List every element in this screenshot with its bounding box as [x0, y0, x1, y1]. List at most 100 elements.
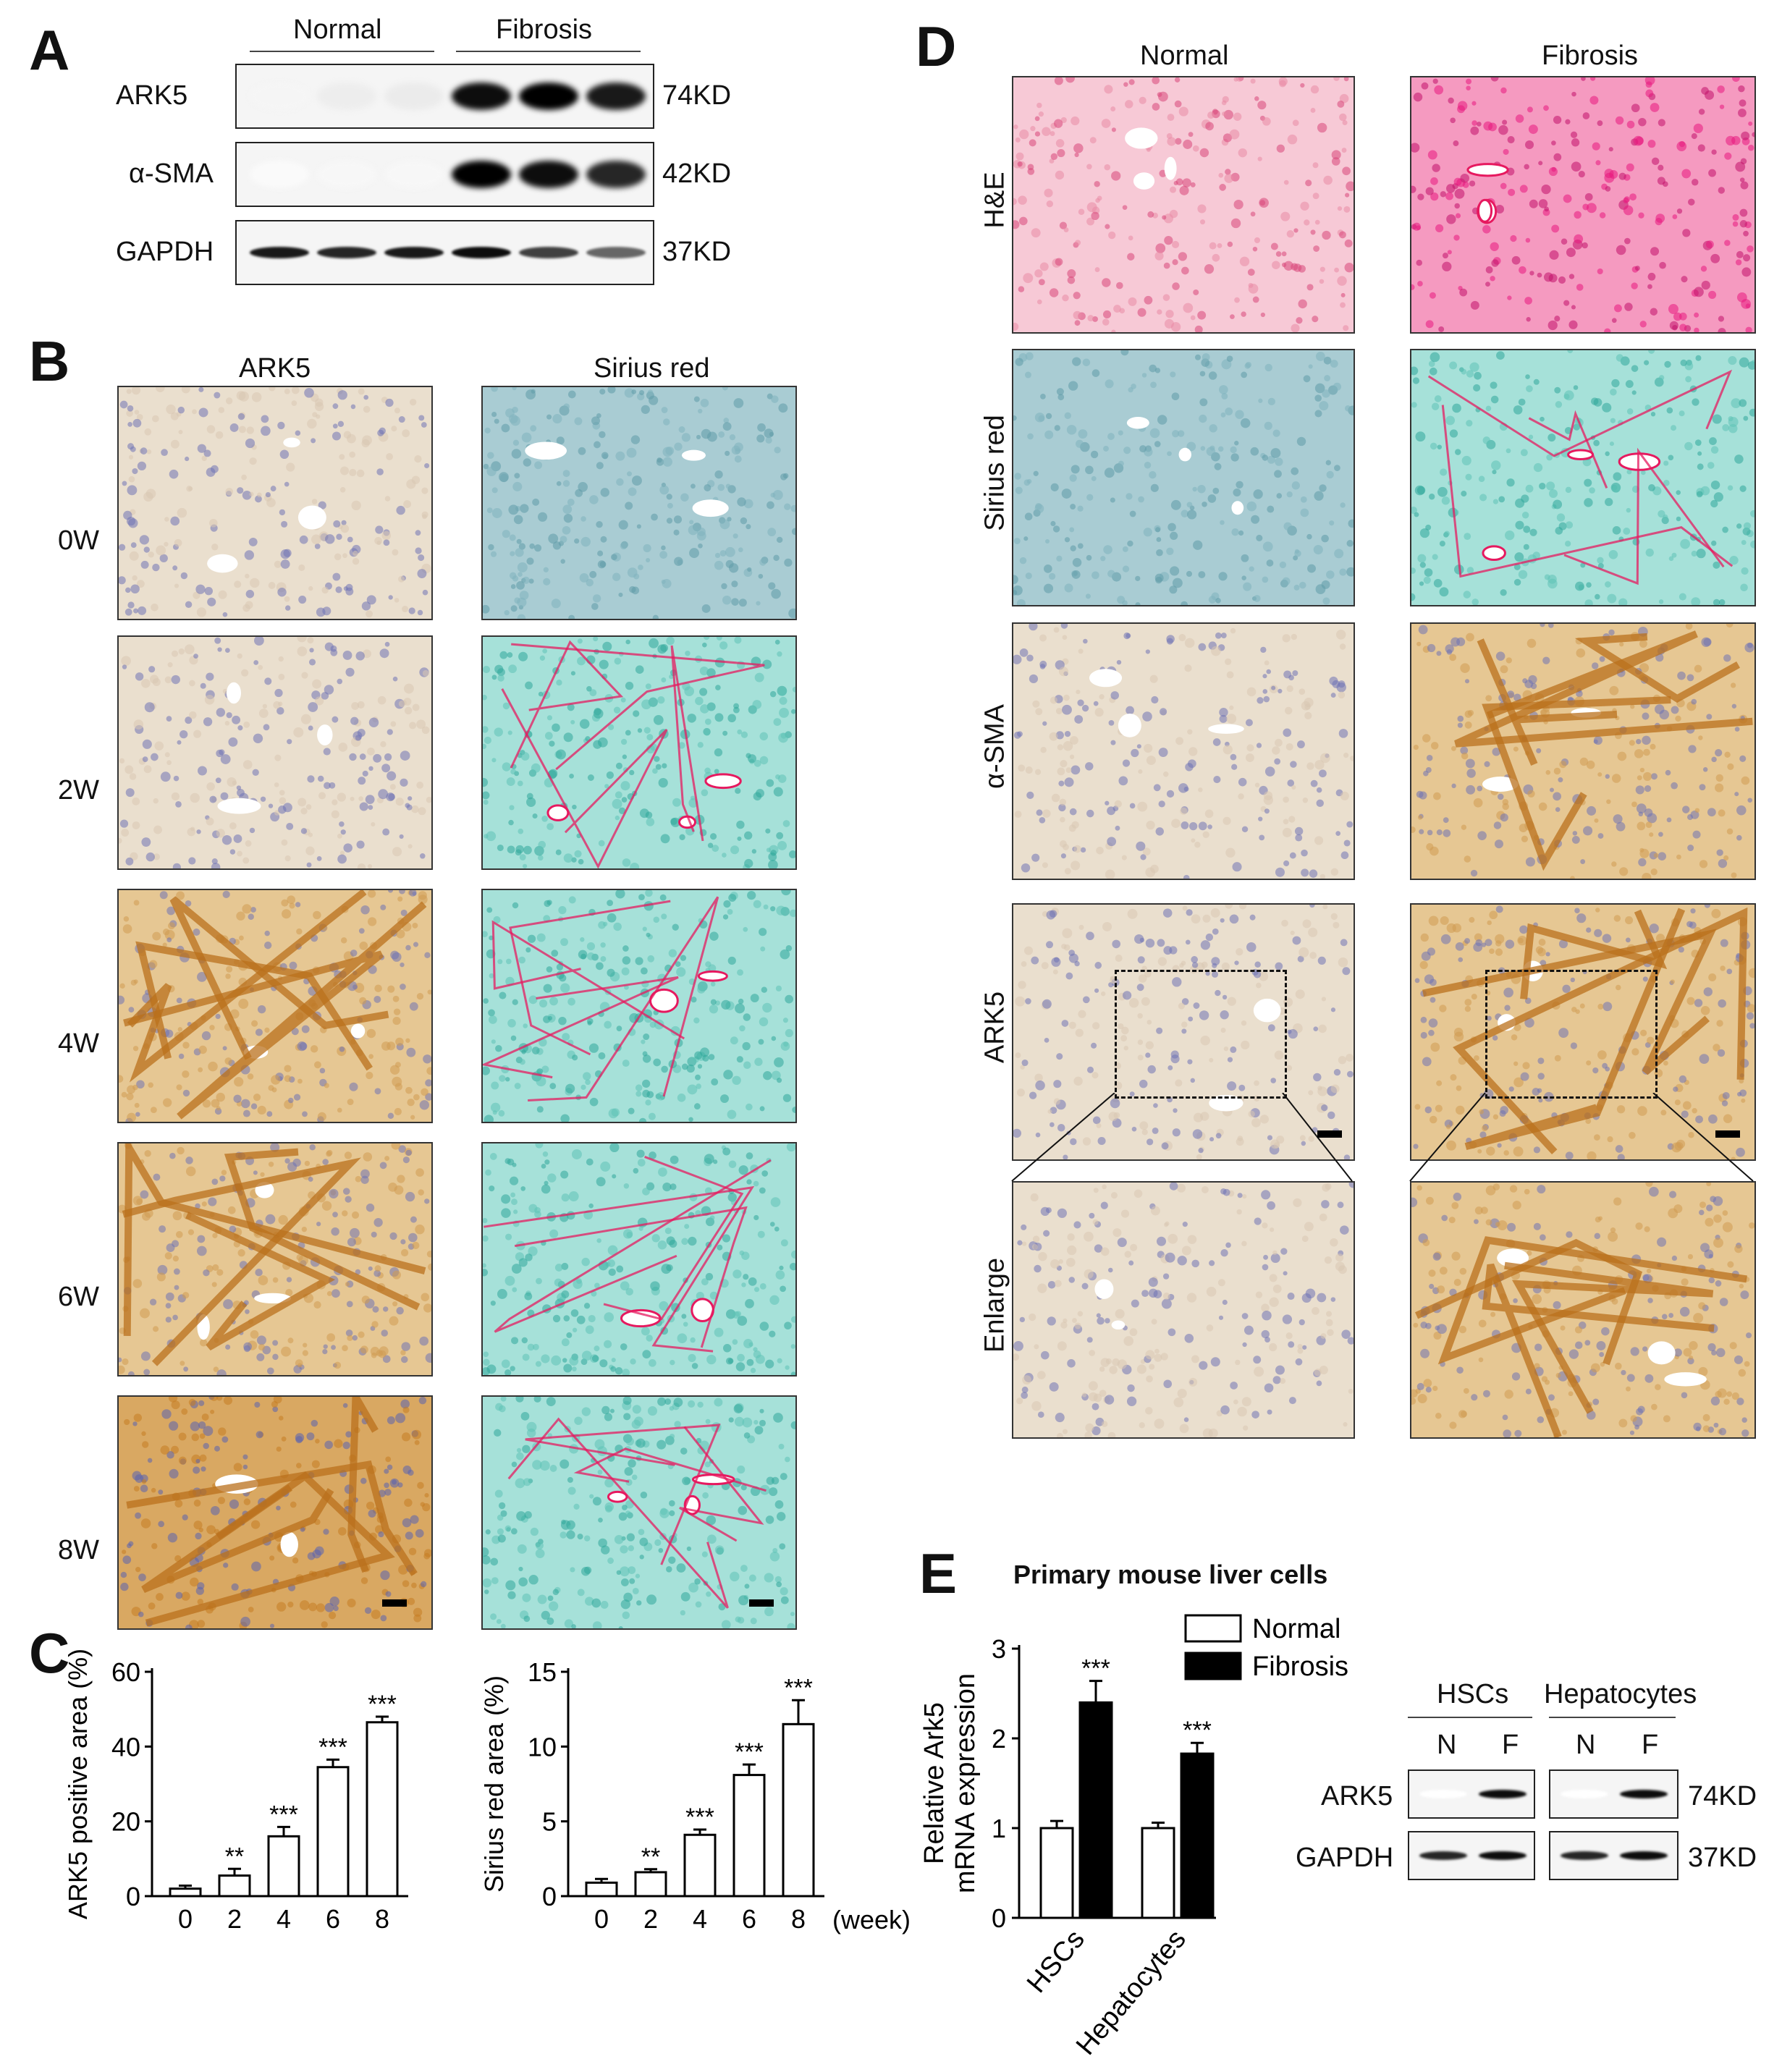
ark5-ihc-image [117, 889, 433, 1123]
panel-label-d: D [916, 14, 957, 78]
normal-image [1012, 622, 1355, 880]
y-tick-label: 0 [992, 1903, 1006, 1933]
blot-band [519, 83, 578, 110]
blot-group-hepatocytes: Hepatocytes [1544, 1679, 1697, 1709]
blot-band [384, 161, 444, 188]
y-axis-label: Sirius red area (%) [479, 1675, 509, 1893]
bar [316, 1766, 350, 1898]
normal-image [1012, 903, 1355, 1161]
blot-row-label: GAPDH [116, 237, 214, 267]
group-line [1549, 1717, 1676, 1718]
significance-label: *** [269, 1801, 298, 1828]
bar-fibrosis [1180, 1752, 1215, 1919]
y-axis-label: ARK5 positive area (%) [65, 1650, 93, 1919]
sirius-red-image [481, 1142, 797, 1377]
blot-row-label: ARK5 [1321, 1781, 1393, 1811]
legend-label-fibrosis: Fibrosis [1252, 1652, 1348, 1682]
stain-label: α-SMA [979, 704, 1010, 789]
bar [585, 1881, 618, 1898]
blot-band [250, 247, 309, 258]
blot-row-label: ARK5 [116, 80, 188, 111]
fibrosis-image [1410, 349, 1756, 606]
blot-strip [235, 220, 654, 285]
panel-label-e: E [919, 1542, 958, 1605]
lane-label: F [1502, 1730, 1519, 1760]
blot-band [1561, 1851, 1608, 1860]
significance-label: *** [1183, 1717, 1212, 1744]
blot-band [384, 247, 444, 258]
stain-label: Sirius red [979, 415, 1010, 531]
x-tick-label: 6 [742, 1904, 756, 1934]
y-axis-label-line2: mRNA expression [950, 1673, 981, 1893]
col-title-sirius: Sirius red [594, 353, 710, 384]
stain-label: ARK5 [979, 991, 1010, 1064]
blot-band [452, 161, 511, 188]
y-tick-label: 20 [111, 1807, 140, 1837]
blot-band [586, 161, 646, 188]
col-title-normal: Normal [1140, 41, 1229, 71]
y-tick-label: 2 [992, 1724, 1006, 1754]
blot-group-hscs: HSCs [1437, 1679, 1509, 1709]
blot-size-label: 74KD [662, 80, 732, 111]
lane-label: N [1437, 1730, 1457, 1760]
bar-normal [1141, 1827, 1175, 1919]
lane-label: F [1642, 1730, 1659, 1760]
x-tick-label: 6 [326, 1904, 340, 1934]
legend-swatch-fibrosis [1184, 1652, 1242, 1680]
y-tick-label: 10 [528, 1732, 557, 1762]
blot-band [317, 247, 376, 258]
ark5-ihc-image [117, 386, 433, 620]
y-axis-label-line1: Relative Ark5 [919, 1702, 950, 1864]
col-title-fibrosis: Fibrosis [1542, 41, 1639, 71]
significance-label: ** [225, 1843, 244, 1870]
bar [169, 1887, 202, 1898]
sirius-red-image [481, 1395, 797, 1630]
scale-bar [1317, 1130, 1342, 1138]
significance-label: *** [685, 1804, 714, 1831]
blot-band [1419, 1851, 1467, 1860]
lane-label: N [1576, 1730, 1596, 1760]
significance-label: ** [641, 1843, 660, 1871]
bar [218, 1874, 251, 1898]
y-tick-label: 0 [126, 1882, 140, 1911]
blot-band [1620, 1790, 1668, 1798]
sirius-red-image [481, 889, 797, 1123]
bar [782, 1722, 815, 1898]
group-line [1408, 1717, 1532, 1718]
blot-strip [235, 64, 654, 129]
panel-label-c: C [29, 1621, 70, 1685]
blot-band [519, 161, 578, 188]
inset-box-fibrosis [1485, 970, 1658, 1099]
blot-size-label: 37KD [662, 237, 732, 267]
ark5-ihc-image [117, 1395, 433, 1630]
blot-band [250, 83, 309, 110]
blot-band [586, 247, 646, 258]
group-label-fibrosis: Fibrosis [496, 14, 593, 45]
fibrosis-image [1410, 903, 1756, 1161]
y-tick-label: 60 [111, 1657, 140, 1687]
significance-label: *** [735, 1738, 764, 1766]
blot-strip-hscs [1408, 1831, 1535, 1880]
group-line-normal [250, 51, 434, 52]
panel-e-title: Primary mouse liver cells [1013, 1560, 1328, 1589]
blot-band [317, 83, 376, 110]
y-tick-label: 1 [992, 1814, 1006, 1843]
bar-fibrosis [1078, 1701, 1113, 1919]
bar [634, 1871, 667, 1898]
fibrosis-image [1410, 622, 1756, 880]
significance-label: *** [1081, 1655, 1110, 1683]
y-tick-label: 3 [992, 1634, 1006, 1664]
blot-band [586, 83, 646, 110]
zoom-lines [1006, 1092, 1759, 1183]
fibrosis-image [1410, 1181, 1756, 1439]
blot-band [1620, 1851, 1668, 1860]
sirius-red-image [481, 635, 797, 870]
timepoint-label: 6W [58, 1282, 99, 1312]
panel-label-a: A [29, 18, 70, 82]
blot-band [1561, 1790, 1608, 1798]
blot-row-label: α-SMA [129, 158, 214, 189]
normal-image [1012, 1181, 1355, 1439]
x-tick-label: 8 [375, 1904, 389, 1934]
